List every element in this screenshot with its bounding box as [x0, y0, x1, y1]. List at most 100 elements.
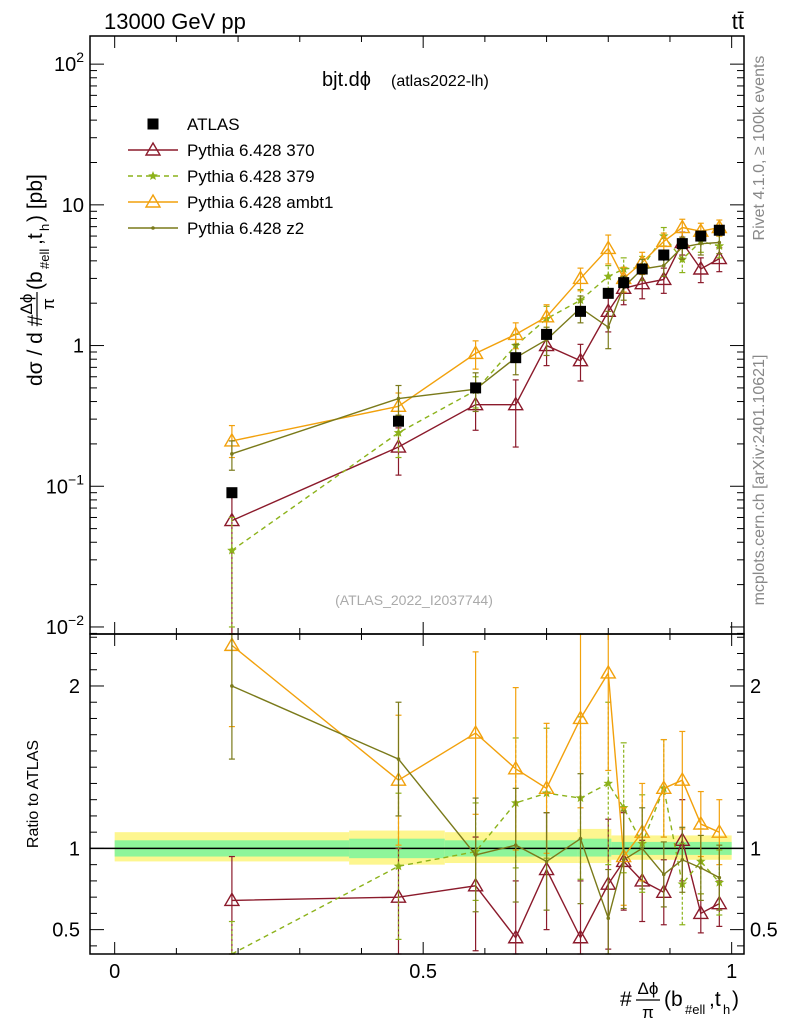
svg-text:Δϕ: Δϕ: [17, 294, 36, 315]
point-atlas: [695, 230, 707, 242]
ratio-panel-frame: [89, 633, 745, 955]
ratio-point-pythia-6-428-ambt1: [538, 779, 555, 795]
svg-text:(b: (b: [24, 271, 47, 290]
ratio-panel-series: [223, 633, 728, 955]
point-pythia-6-428-370: [692, 260, 710, 275]
ratio-point-pythia-6-428-379: [393, 861, 404, 871]
point-pythia-6-428-379: [393, 427, 404, 437]
point-pythia-6-428-z2: [606, 325, 611, 330]
point-atlas: [676, 238, 688, 250]
x-tick-label: 1: [726, 961, 737, 983]
point-pythia-6-428-370: [572, 352, 589, 367]
ratio-point-pythia-6-428-z2: [606, 916, 611, 921]
point-pythia-6-428-ambt1: [467, 344, 484, 360]
ratio-y-tick-label-left: 1: [69, 838, 80, 860]
svg-text:): ): [732, 988, 739, 1011]
point-pythia-6-428-ambt1: [572, 270, 589, 285]
ratio-point-pythia-6-428-z2: [578, 836, 583, 841]
analysis-watermark: (ATLAS_2022_I2037744): [335, 592, 493, 608]
point-atlas: [658, 249, 670, 261]
svg-text:) [pb]: ) [pb]: [24, 174, 47, 222]
legend-label-pythia-6-428-z2: Pythia 6.428 z2: [187, 219, 304, 238]
ratio-point-pythia-6-428-ambt1: [572, 710, 589, 725]
point-pythia-6-428-z2: [717, 240, 722, 245]
point-atlas: [618, 277, 630, 289]
ratio-point-pythia-6-428-z2: [680, 857, 685, 862]
point-pythia-6-428-z2: [396, 396, 401, 401]
svg-text:(b: (b: [664, 988, 683, 1011]
ratio-point-pythia-6-428-z2: [621, 857, 626, 862]
legend-marker-atlas: [147, 118, 159, 130]
legend-marker-pythia-6-428-ambt1: [144, 193, 162, 208]
svg-text:h: h: [723, 1002, 730, 1017]
ratio-y-tick-label-left: 0.5: [52, 920, 80, 942]
plot-title: bjt.dϕ: [322, 69, 371, 91]
point-pythia-6-428-370: [507, 396, 524, 411]
point-pythia-6-428-ambt1: [507, 326, 524, 341]
legend-label-pythia-6-428-ambt1: Pythia 6.428 ambt1: [187, 193, 333, 212]
ratio-point-pythia-6-428-z2: [513, 843, 518, 847]
mcplots-label: mcplots.cern.ch [arXiv:2401.10621]: [751, 355, 768, 606]
ratio-point-pythia-6-428-370: [692, 905, 710, 920]
legend-label-atlas: ATLAS: [187, 115, 240, 134]
point-pythia-6-428-370: [711, 250, 728, 265]
ratio-point-pythia-6-428-z2: [661, 872, 666, 877]
svg-text:h: h: [37, 224, 52, 231]
ratio-y-tick-label-right: 2: [750, 676, 761, 698]
legend-marker-pythia-6-428-379: [148, 171, 158, 180]
header-process-label: tt̄: [732, 9, 744, 34]
point-atlas: [575, 305, 586, 317]
point-atlas: [392, 415, 404, 427]
y-tick-label: 10: [62, 195, 84, 217]
legend-marker-pythia-6-428-370: [144, 141, 162, 156]
ratio-point-pythia-6-428-370: [507, 929, 524, 944]
ratio-point-pythia-6-428-z2: [473, 853, 478, 857]
legend-label-pythia-6-428-370: Pythia 6.428 370: [187, 141, 315, 160]
ratio-y-tick-label-left: 2: [69, 676, 80, 698]
point-pythia-6-428-z2: [661, 263, 666, 268]
y-tick-label: 1: [73, 336, 84, 358]
ratio-point-pythia-6-428-ambt1: [674, 771, 691, 786]
point-atlas: [602, 287, 614, 299]
ratio-point-pythia-6-428-ambt1: [692, 815, 710, 830]
ratio-point-pythia-6-428-ambt1: [711, 823, 728, 838]
svg-text:π: π: [642, 1003, 654, 1022]
ratio-point-pythia-6-428-z2: [230, 684, 234, 688]
y-tick-label: 102: [54, 49, 84, 76]
point-pythia-6-428-379: [603, 271, 613, 281]
ratio-y-tick-label-right: 1: [750, 838, 761, 860]
point-pythia-6-428-ambt1: [600, 240, 617, 255]
x-tick-label: 0: [109, 961, 120, 983]
svg-text:#: #: [620, 988, 632, 1011]
point-atlas: [510, 352, 522, 364]
ratio-point-pythia-6-428-ambt1: [655, 779, 673, 795]
svg-text:Δϕ: Δϕ: [638, 979, 659, 998]
svg-text:#ell: #ell: [685, 1002, 705, 1017]
ratio-point-pythia-6-428-z2: [396, 757, 401, 761]
ratio-y-axis-label: Ratio to ATLAS: [25, 740, 42, 848]
ratio-point-pythia-6-428-379: [603, 778, 613, 788]
x-axis-label: # Δϕ π (b #ell ,t h ): [620, 979, 739, 1022]
ratio-point-pythia-6-428-z2: [544, 859, 549, 864]
svg-text:,t: ,t: [709, 988, 721, 1011]
legend-label-pythia-6-428-379: Pythia 6.428 379: [187, 167, 315, 186]
point-pythia-6-428-ambt1: [674, 219, 691, 234]
y-tick-label: 10−2: [46, 612, 84, 639]
ratio-uncertainty-bands: [90, 828, 744, 865]
point-pythia-6-428-ambt1: [538, 308, 555, 323]
svg-text:dσ / d #: dσ / d #: [24, 314, 47, 386]
point-atlas: [470, 382, 482, 394]
main-panel-series: [223, 218, 728, 635]
legend-marker-pythia-6-428-z2: [151, 226, 155, 230]
point-atlas: [713, 224, 725, 236]
svg-text:,t: ,t: [24, 233, 47, 245]
point-atlas: [226, 487, 238, 499]
y-tick-label: 10−1: [46, 471, 84, 498]
point-pythia-6-428-ambt1: [655, 232, 673, 248]
band-green-3: [577, 838, 612, 857]
svg-text:π: π: [39, 298, 58, 310]
point-pythia-6-428-370: [655, 271, 673, 286]
plot-subtitle: (atlas2022-lh): [391, 73, 489, 90]
